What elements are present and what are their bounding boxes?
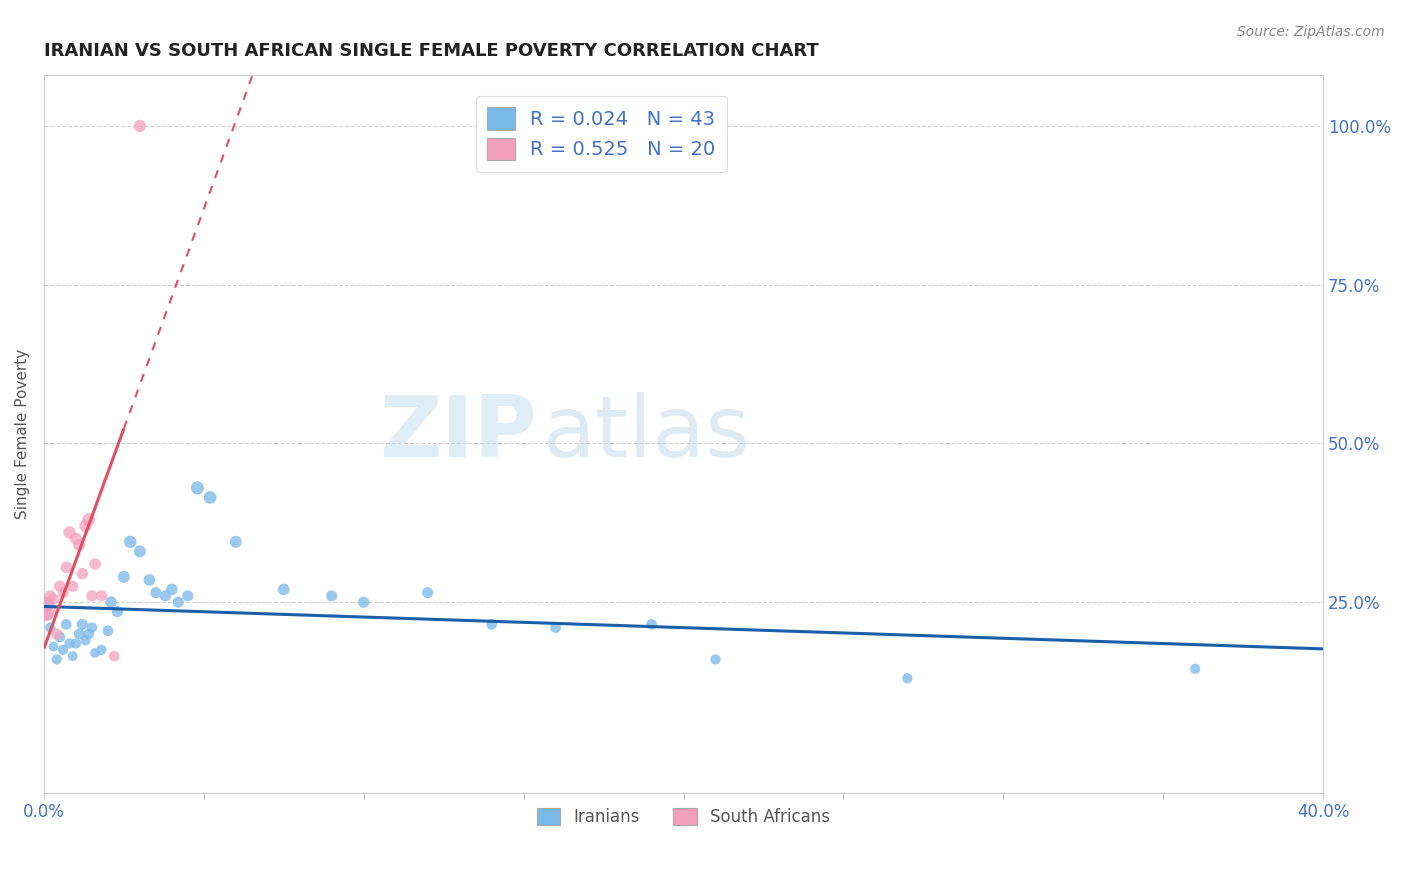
Point [45,652,67,666]
Point [80,589,103,603]
Point [416,585,439,599]
Point [198,491,221,505]
Point [42,592,65,607]
Point [65,532,87,546]
Point [65,636,87,650]
Point [49,579,72,593]
Legend: Iranians, South Africans: Iranians, South Africans [529,800,838,835]
Point [155,589,177,603]
Text: atlas: atlas [543,392,751,475]
Point [32,601,55,615]
Text: Source: ZipAtlas.com: Source: ZipAtlas.com [1237,25,1385,39]
Text: IRANIAN VS SOUTH AFRICAN SINGLE FEMALE POVERTY CORRELATION CHART: IRANIAN VS SOUTH AFRICAN SINGLE FEMALE P… [44,42,818,60]
Point [39,589,62,603]
Point [103,649,125,664]
Point [896,672,918,686]
Point [77,627,100,641]
Point [35,607,58,622]
Point [52,642,75,657]
Point [45,627,67,641]
Point [225,534,247,549]
Point [35,607,58,622]
Point [107,605,129,619]
Point [1184,662,1206,676]
Point [62,579,84,593]
Point [167,595,190,609]
Point [75,633,97,648]
Point [128,119,150,133]
Point [97,624,120,638]
Point [640,617,662,632]
Y-axis label: Single Female Poverty: Single Female Poverty [15,349,30,519]
Point [58,525,80,540]
Text: ZIP: ZIP [378,392,537,475]
Point [321,589,343,603]
Point [49,630,72,644]
Point [481,617,503,632]
Point [177,589,200,603]
Point [77,513,100,527]
Point [145,585,167,599]
Point [120,534,142,549]
Point [100,595,122,609]
Point [90,642,112,657]
Point [62,649,84,664]
Point [52,585,75,599]
Point [55,560,77,574]
Point [72,566,94,581]
Point [67,627,90,641]
Point [80,621,103,635]
Point [353,595,375,609]
Point [112,570,135,584]
Point [544,621,567,635]
Point [55,617,77,632]
Point [84,646,107,660]
Point [72,617,94,632]
Point [128,544,150,558]
Point [704,652,727,666]
Point [84,557,107,571]
Point [160,582,183,597]
Point [58,636,80,650]
Point [32,599,55,613]
Point [138,573,160,587]
Point [42,640,65,654]
Point [67,538,90,552]
Point [186,481,208,495]
Point [273,582,295,597]
Point [75,519,97,533]
Point [90,589,112,603]
Point [39,621,62,635]
